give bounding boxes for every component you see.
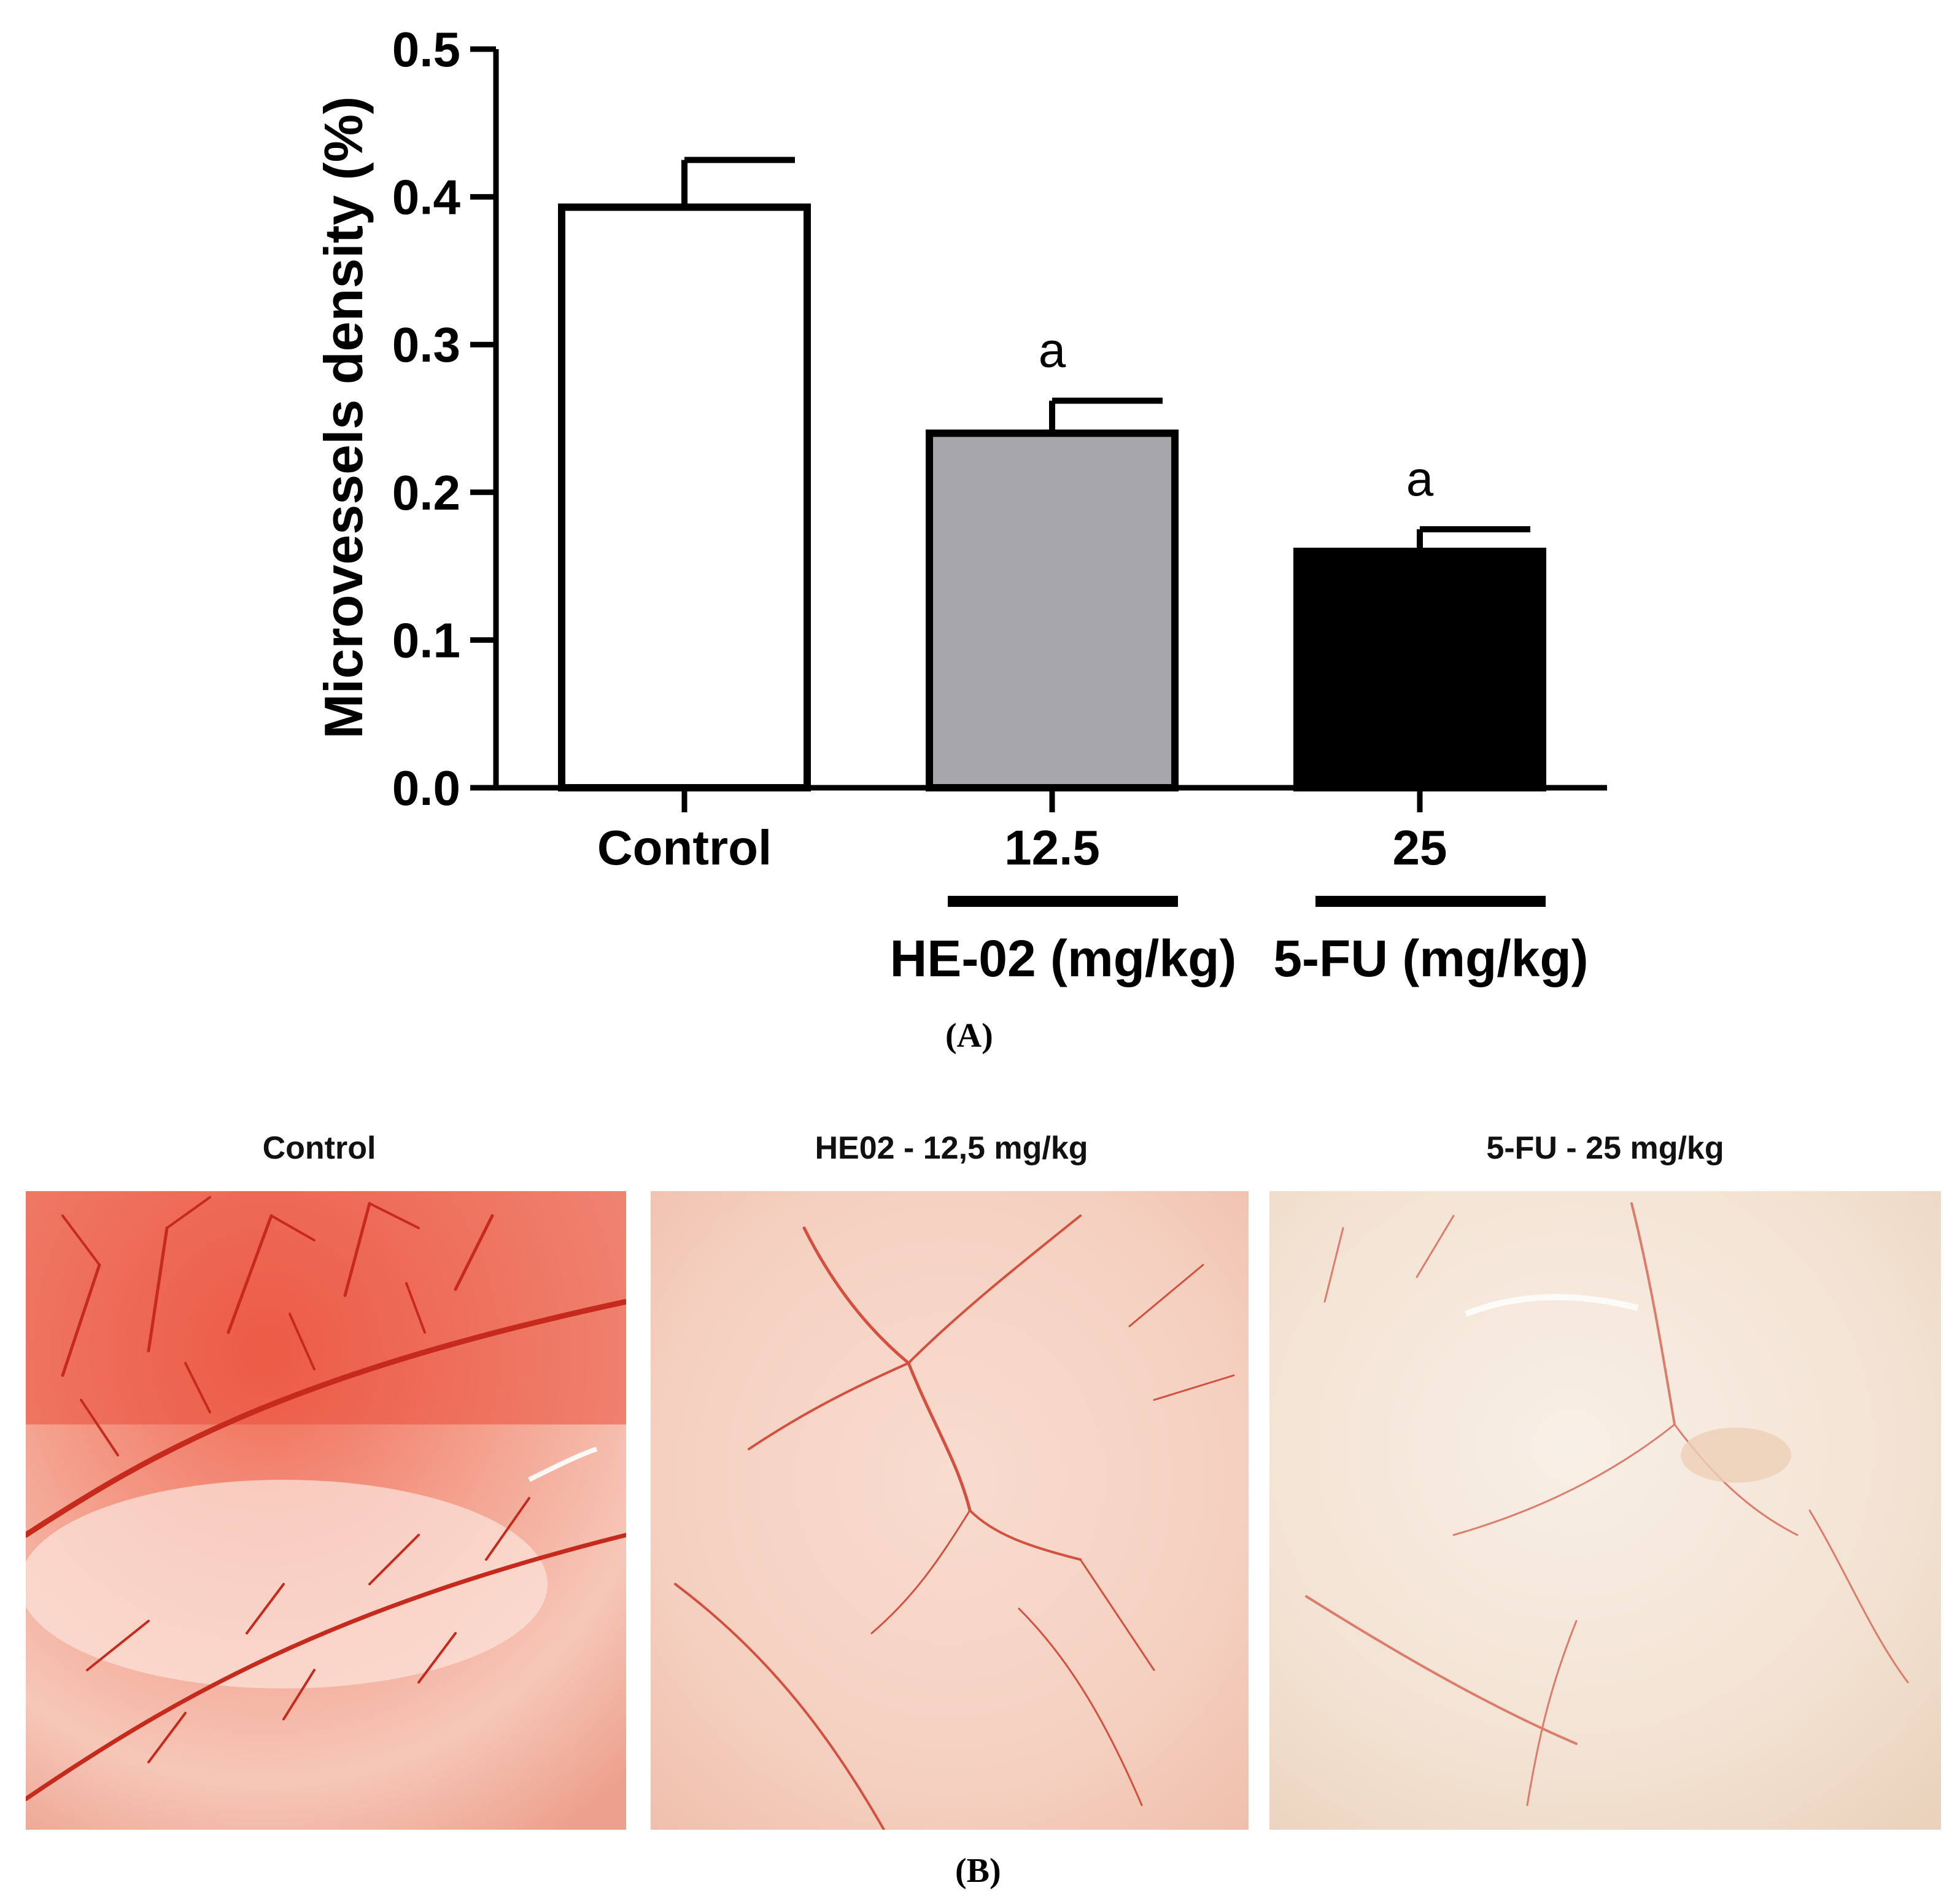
y-tick-label: 0.2 xyxy=(392,465,460,520)
photo-title-control: Control xyxy=(262,1130,376,1166)
x-tick-label: 25 xyxy=(1393,820,1447,875)
photo-he02 xyxy=(651,1191,1249,1830)
significance-mark-1: a xyxy=(1039,323,1066,378)
bars: aa xyxy=(558,157,1546,791)
y-axis-label: Microvessels density (%) xyxy=(313,96,374,739)
y-tick-label: 0.4 xyxy=(392,170,461,225)
photo-control xyxy=(26,1191,626,1830)
bar-0 xyxy=(558,203,811,791)
bar-1 xyxy=(926,429,1179,791)
x-ticks: Control 12.5 25 xyxy=(597,788,1447,875)
x-tick-label: Control xyxy=(597,820,772,875)
group-labels: HE-02 (mg/kg) 5-FU (mg/kg) xyxy=(890,896,1589,987)
y-ticks: 0.0 0.1 0.2 0.3 0.4 0.5 xyxy=(392,22,496,815)
y-tick-label: 0.1 xyxy=(392,613,460,667)
bar-2 xyxy=(1293,548,1546,791)
y-tick-label: 0.0 xyxy=(392,761,460,815)
group-label-0: HE-02 (mg/kg) xyxy=(890,930,1237,987)
significance-mark-2: a xyxy=(1406,451,1434,506)
bar-chart: 0.00.10.20.30.40.5 aa Control 12.5 25 HE-0… xyxy=(313,22,1607,987)
y-tick-label: 0.3 xyxy=(392,317,460,372)
panel-a-label: (A) xyxy=(945,1017,993,1055)
x-tick-label: 12.5 xyxy=(1004,820,1100,875)
panel-b-label: (B) xyxy=(955,1852,1001,1890)
group-label-1: 5-FU (mg/kg) xyxy=(1273,930,1588,987)
photo-title-5fu: 5-FU - 25 mg/kg xyxy=(1486,1130,1724,1166)
y-tick-label: 0.5 xyxy=(392,22,460,77)
photo-5fu xyxy=(1269,1191,1941,1830)
photo-title-he02: HE02 - 12,5 mg/kg xyxy=(815,1130,1088,1166)
